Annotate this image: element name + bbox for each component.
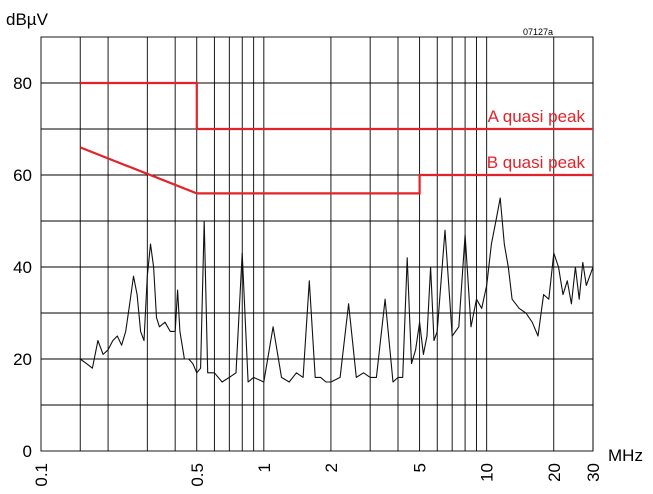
x-tick-label: 2: [322, 463, 341, 472]
limit-labels: A quasi peak B quasi peak: [487, 107, 586, 172]
x-tick-labels: 0.1 0.5 1 2 5 10 20 30: [32, 463, 603, 487]
y-axis-label: dBµV: [6, 10, 49, 29]
limit-line-0: [80, 81, 593, 131]
x-tick-label: 10: [478, 463, 497, 482]
x-axis-label: MHz: [608, 446, 643, 465]
y-tick-label: 20: [13, 350, 32, 369]
y-tick-label: 40: [13, 258, 32, 277]
plot-frame: [40, 36, 594, 452]
grid: [40, 36, 594, 452]
limit-line-1: [79, 146, 593, 195]
x-tick-label: 20: [545, 463, 564, 482]
figure-reference-code: 07127a: [523, 27, 553, 37]
x-tick-label: 5: [411, 463, 430, 472]
x-tick-label: 0.5: [188, 463, 207, 487]
series-label-1: B quasi peak: [487, 153, 586, 172]
x-tick-label: 30: [584, 463, 603, 482]
y-tick-label: 60: [13, 166, 32, 185]
series-group: [79, 81, 594, 383]
y-tick-label: 0: [23, 442, 32, 461]
x-tick-label: 0.1: [32, 463, 51, 487]
series-label-0: A quasi peak: [488, 107, 586, 126]
x-tick-label: 1: [255, 463, 274, 472]
y-tick-labels: 0 20 40 60 80: [13, 74, 32, 461]
measured-trace: [79, 197, 594, 383]
y-tick-label: 80: [13, 74, 32, 93]
